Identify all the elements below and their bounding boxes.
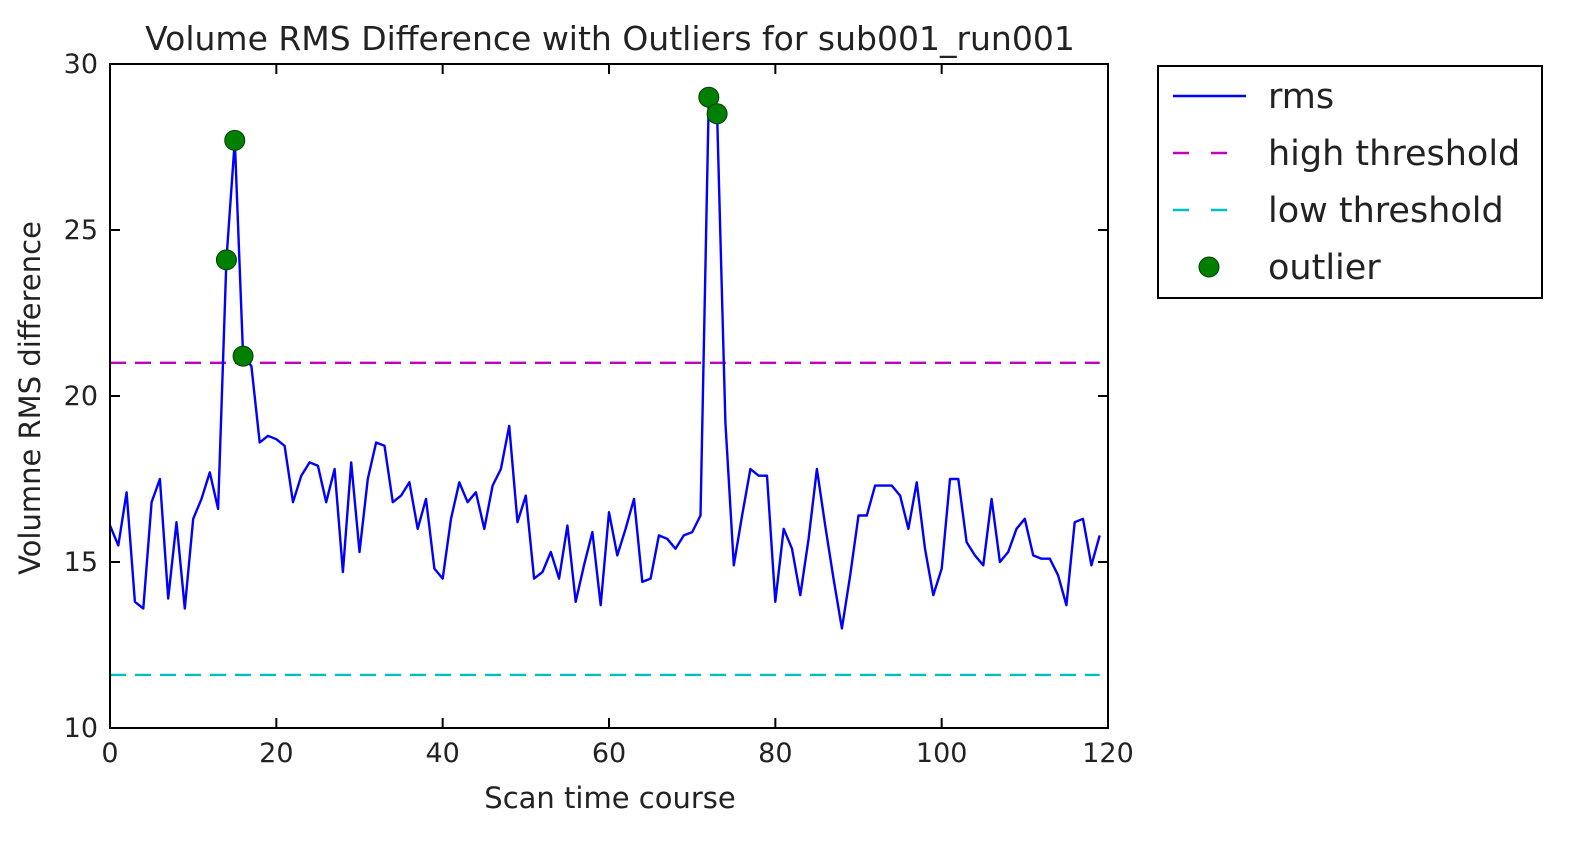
legend-outlier-label: outlier <box>1268 248 1381 288</box>
legend-outlier-marker <box>1198 256 1220 278</box>
y-tick-label: 30 <box>64 49 98 80</box>
plot-area: 0 20 40 60 80 100 120 10 15 20 25 30 <box>64 49 1134 769</box>
x-tick-label: 60 <box>592 738 626 769</box>
x-axis-label: Scan time course <box>484 781 735 815</box>
x-tick-label: 0 <box>101 738 118 769</box>
outlier-point <box>232 345 254 367</box>
plot-frame <box>109 63 1109 729</box>
y-axis-label: Volumne RMS difference <box>13 221 47 575</box>
x-tick-label: 80 <box>758 738 792 769</box>
y-tick-label: 10 <box>64 713 98 744</box>
legend-high-threshold-label: high threshold <box>1268 134 1520 174</box>
outlier-point <box>215 249 237 271</box>
legend: rms high threshold low threshold outlier <box>1157 65 1543 299</box>
rms-line <box>108 95 1101 630</box>
x-tick-label: 20 <box>259 738 293 769</box>
x-tick-label: 40 <box>425 738 459 769</box>
x-tick-label: 120 <box>1082 738 1134 769</box>
legend-low-threshold-label: low threshold <box>1268 191 1504 231</box>
y-tick-label: 20 <box>64 381 98 412</box>
outlier-point <box>698 86 720 108</box>
x-tick-label: 100 <box>916 738 968 769</box>
legend-box <box>1157 65 1543 299</box>
outlier-point <box>706 103 728 125</box>
legend-rms-label: rms <box>1268 77 1334 117</box>
y-tick-label: 25 <box>64 215 98 246</box>
y-tick-label: 15 <box>64 547 98 578</box>
outlier-point <box>224 129 246 151</box>
chart-title: Volume RMS Difference with Outliers for … <box>145 19 1075 58</box>
